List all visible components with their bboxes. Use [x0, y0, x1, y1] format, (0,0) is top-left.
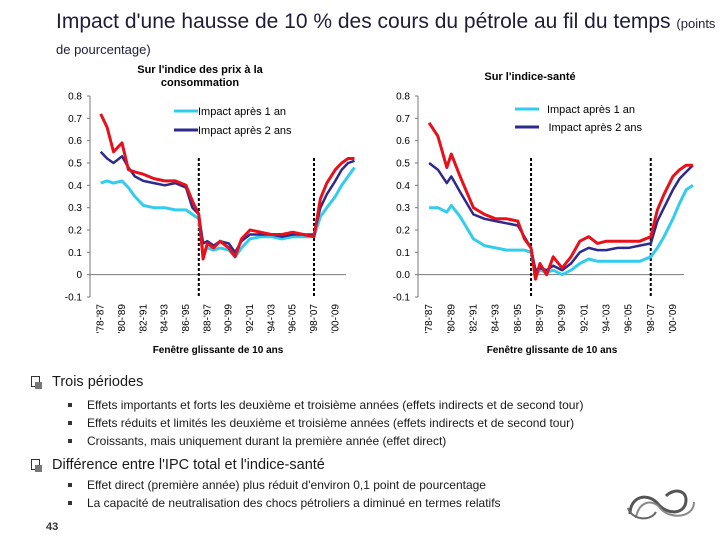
square-bullet-icon — [68, 403, 72, 407]
bullet-icon — [31, 376, 42, 389]
x-tick-label: '88-'97 — [535, 304, 546, 334]
slide-title: Impact d'une hausse de 10 % des cours du… — [56, 10, 716, 62]
x-tick-label: '00-'09 — [330, 304, 341, 334]
x-tick-label: '92-'01 — [579, 304, 590, 334]
y-tick-label: 0.3 — [396, 203, 410, 214]
x-tick-label: '94-'03 — [266, 304, 277, 334]
x-axis-title: Fenêtre glissante de 10 ans — [487, 345, 618, 356]
y-tick-label: 0.0 — [396, 270, 410, 281]
x-tick-label: '98-'07 — [646, 304, 657, 334]
y-tick-label: 0 — [76, 270, 82, 281]
x-tick-label: '80-'89 — [446, 304, 457, 334]
chart-title: Sur l'indice des prix à la consommation — [137, 64, 263, 89]
legend-label-2: Impact après 2 ans — [548, 122, 642, 134]
y-tick-label: -0.1 — [65, 293, 83, 304]
x-tick-label: '78-'87 — [424, 304, 435, 334]
charts-area: Sur l'indice des prix à la consommation 0.… — [65, 64, 694, 356]
x-tick-label: '86-'95 — [513, 304, 524, 334]
bullet-icon — [31, 459, 42, 472]
x-tick-label: '82-'91 — [138, 304, 149, 334]
square-bullet-icon — [68, 421, 72, 425]
y-tick-label: 0.4 — [396, 181, 410, 192]
series-line-2 — [428, 162, 694, 272]
x-tick-label: '94-'03 — [601, 304, 612, 334]
chart-title: Sur l'indice-santé — [484, 71, 575, 83]
square-bullet-icon — [68, 439, 72, 443]
square-bullet-icon — [68, 501, 72, 505]
y-tick-label: 0.3 — [68, 203, 82, 214]
y-tick-label: 0.6 — [396, 136, 410, 147]
x-tick-label: '80-'89 — [117, 304, 128, 334]
y-tick-label: 0.6 — [68, 136, 82, 147]
series-line-1 — [429, 184, 694, 277]
title-sub: (points de pourcentage) — [56, 16, 716, 57]
x-tick-label: '78-'87 — [96, 304, 107, 334]
section-heading-text: Différence entre l'IPC total et l'indice… — [52, 457, 325, 473]
y-tick-label: 0.8 — [68, 92, 82, 103]
y-tick-label: 0.5 — [68, 159, 82, 170]
y-tick-label: 0.1 — [396, 248, 410, 259]
x-axis-title: Fenêtre glissante de 10 ans — [153, 345, 284, 356]
y-tick-label: 0.4 — [68, 181, 82, 192]
x-tick-label: '82-'91 — [468, 304, 479, 334]
x-tick-label: '90-'99 — [224, 304, 235, 334]
central-bank-logo-icon — [627, 489, 695, 520]
title-main: Impact d'une hausse de 10 % des cours du… — [56, 10, 671, 33]
y-tick-label: 0.8 — [396, 92, 410, 103]
legend-label-1: Impact après 1 an — [198, 106, 286, 118]
section-heading-text: Trois périodes — [52, 374, 144, 390]
square-bullet-icon — [68, 483, 72, 487]
series-line-3 — [427, 121, 693, 281]
x-tick-label: '00-'09 — [668, 304, 679, 334]
series-line-3 — [99, 113, 355, 261]
y-tick-label: 0.1 — [68, 248, 82, 259]
y-tick-label: 0.5 — [396, 159, 410, 170]
y-tick-label: 0.2 — [396, 226, 410, 237]
list-item-text: Effets réduits et limités les deuxième e… — [87, 416, 575, 430]
list-item-text: La capacité de neutralisation des chocs … — [87, 496, 501, 510]
legend-label-1: Impact après 1 an — [547, 104, 635, 116]
x-tick-label: '88-'97 — [202, 304, 213, 334]
y-tick-label: -0.1 — [393, 293, 411, 304]
y-tick-label: 0.7 — [396, 114, 410, 125]
page-number: 43 — [46, 521, 59, 533]
x-tick-label: '98-'07 — [309, 304, 320, 334]
series-line-1 — [100, 166, 356, 259]
y-tick-label: 0.7 — [68, 114, 82, 125]
list-item-text: Effet direct (première année) plus rédui… — [87, 478, 486, 492]
x-tick-label: '84-'93 — [160, 304, 171, 334]
x-tick-label: '90-'99 — [557, 304, 568, 334]
x-tick-label: '84-'93 — [491, 304, 502, 334]
x-tick-label: '96-'05 — [624, 304, 635, 334]
legend-label-2: Impact après 2 ans — [198, 125, 292, 137]
x-tick-label: '96-'05 — [288, 304, 299, 334]
y-tick-label: 0.2 — [68, 226, 82, 237]
x-tick-label: '92-'01 — [245, 304, 256, 334]
list-item-text: Croissants, mais uniquement durant la pr… — [87, 434, 447, 448]
x-tick-label: '86-'95 — [181, 304, 192, 334]
list-item-text: Effets importants et forts les deuxième … — [87, 398, 584, 412]
